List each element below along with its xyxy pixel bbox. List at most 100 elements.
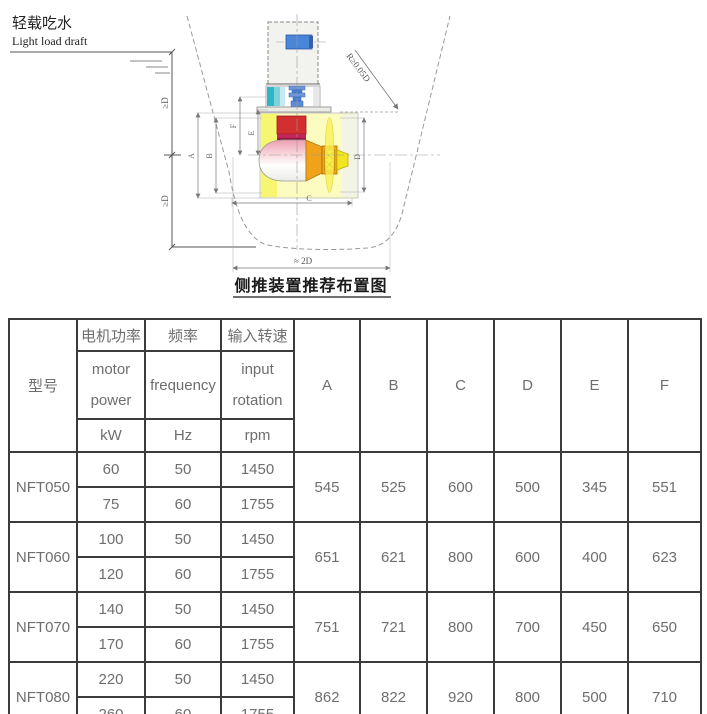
electric-motor — [285, 34, 313, 50]
hull-outline — [186, 15, 451, 250]
coupling-stripe-1 — [267, 87, 274, 106]
diagram-caption: 侧推装置推荐布置图 — [234, 276, 387, 295]
power-cell: 75 — [76, 486, 146, 523]
light-load-draft-en: Light load draft — [12, 34, 88, 48]
freq-cell: 60 — [144, 486, 222, 523]
thruster-layout-diagram: 轻载吃水 Light load draft ≥D ≥D R≥0.05D — [10, 14, 451, 298]
dim-f-cell: 623 — [627, 521, 702, 593]
dim-d-cell: 800 — [493, 661, 562, 714]
header-row-en: motor power frequency input rotation — [9, 350, 701, 420]
table-row: NFT080 220 50 1450 862 822 920 800 500 7… — [8, 661, 702, 714]
waterline — [10, 51, 256, 248]
speed-cell: 1755 — [220, 486, 295, 523]
speed-cell: 1450 — [220, 661, 295, 698]
light-load-draft-cn: 轻载吃水 — [12, 15, 72, 32]
pod-body — [258, 139, 307, 182]
dim-label-ge-d-upper: ≥D — [160, 97, 170, 109]
speed-cell: 1450 — [220, 451, 295, 488]
header-speed-en-line2: rotation — [232, 392, 283, 409]
header-dim-f: F — [627, 318, 702, 453]
dim-e-cell: 450 — [560, 591, 629, 663]
header-speed-unit: rpm — [220, 418, 295, 453]
dim-c-cell: 800 — [426, 591, 495, 663]
header-dim-b: B — [359, 318, 428, 453]
water-surface-marks — [130, 60, 170, 74]
model-cell: NFT060 — [8, 521, 78, 593]
dim-label-a: A — [187, 153, 196, 159]
dim-b-cell: 822 — [359, 661, 428, 714]
extension-lines — [197, 96, 391, 272]
power-cell: 220 — [76, 661, 146, 698]
gearbox — [276, 115, 307, 135]
dim-ticks — [164, 48, 181, 251]
dim-label-d: D — [353, 154, 362, 160]
header-dim-d: D — [493, 318, 562, 453]
header-speed-en: input rotation — [220, 350, 295, 420]
dim-d-cell: 600 — [493, 521, 562, 593]
dim-b-cell: 525 — [359, 451, 428, 523]
dim-c-cell: 800 — [426, 521, 495, 593]
header-power-en-line2: power — [90, 392, 132, 409]
dim-a-cell: 751 — [293, 591, 361, 663]
header-dim-a: A — [293, 318, 361, 453]
dim-label-e: E — [247, 130, 256, 135]
tunnel-right-band — [342, 114, 357, 197]
speed-cell: 1450 — [220, 521, 295, 558]
motor-end-cap — [309, 36, 313, 48]
radius-note-label: R≥0.05D — [344, 51, 372, 84]
speed-cell: 1450 — [220, 591, 295, 628]
dim-f-cell: 551 — [627, 451, 702, 523]
speed-cell: 1755 — [220, 696, 295, 714]
power-cell: 140 — [76, 591, 146, 628]
dim-a-cell: 651 — [293, 521, 361, 593]
dim-label-b: B — [205, 153, 214, 158]
table-row: NFT070 140 50 1450 751 721 800 700 450 6… — [8, 591, 702, 663]
dim-label-ge-d-lower: ≥D — [160, 195, 170, 207]
freq-cell: 50 — [144, 451, 222, 488]
freq-cell: 50 — [144, 591, 222, 628]
freq-cell: 60 — [144, 556, 222, 593]
dim-b-cell: 721 — [359, 591, 428, 663]
freq-cell: 50 — [144, 661, 222, 698]
power-cell: 170 — [76, 626, 146, 663]
header-dim-c: C — [426, 318, 495, 453]
gearbox-stripe-dark — [277, 138, 306, 140]
dim-e-cell: 345 — [560, 451, 629, 523]
dim-a-cell: 545 — [293, 451, 361, 523]
coupling-stripe-3 — [280, 87, 285, 106]
dimension-lines — [195, 96, 391, 271]
coupling-stripe-2 — [274, 87, 280, 106]
dim-f-cell: 650 — [627, 591, 702, 663]
dim-label-2d: ≈ 2D — [294, 256, 313, 266]
header-power-en: motor power — [76, 350, 146, 420]
motor-envelope — [267, 21, 319, 85]
dim-e-cell: 400 — [560, 521, 629, 593]
speed-cell: 1755 — [220, 556, 295, 593]
coupling-stripe-4 — [313, 87, 319, 106]
dim-f-cell: 710 — [627, 661, 702, 714]
mounting-flange — [256, 106, 332, 113]
table-row: 120 60 1755 — [9, 556, 701, 593]
dim-label-c: C — [306, 194, 311, 203]
header-power-unit: kW — [76, 418, 146, 453]
header-freq-unit: Hz — [144, 418, 222, 453]
thruster-spec-table: 型号 电机功率 频率 输入转速 A B C D E F motor power … — [8, 318, 702, 714]
power-cell: 100 — [76, 521, 146, 558]
header-freq-en: frequency — [144, 350, 222, 420]
dim-b-cell: 621 — [359, 521, 428, 593]
radius-leader-line — [354, 49, 399, 110]
dim-a-cell: 862 — [293, 661, 361, 714]
table-row: 260 60 1755 — [9, 696, 701, 714]
dim-c-cell: 920 — [426, 661, 495, 714]
header-speed-en-line1: input — [241, 361, 274, 378]
tail-cone — [336, 149, 349, 171]
model-cell: NFT050 — [8, 451, 78, 523]
freq-cell: 60 — [144, 626, 222, 663]
dim-c-cell: 600 — [426, 451, 495, 523]
dim-d-cell: 500 — [493, 451, 562, 523]
table-row: NFT050 60 50 1450 545 525 600 500 345 55… — [8, 451, 702, 523]
table-row: NFT060 100 50 1450 651 621 800 600 400 6… — [8, 521, 702, 593]
model-cell: NFT070 — [8, 591, 78, 663]
dim-label-f: F — [229, 123, 238, 128]
